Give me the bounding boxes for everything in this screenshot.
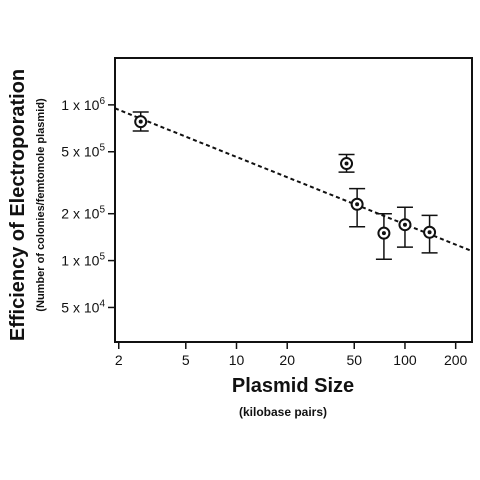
y-axis-subtitle: (Number of colonies/femtomole plasmid) <box>35 98 47 312</box>
x-tick-label: 200 <box>444 352 468 368</box>
y-tick-label: 5 x 105 <box>61 143 105 160</box>
point-marker-center <box>355 202 360 207</box>
data-point <box>338 153 355 173</box>
point-marker-center <box>427 230 432 235</box>
data-point <box>349 187 366 228</box>
y-tick-label: 5 x 104 <box>61 298 105 315</box>
data-point <box>375 212 392 260</box>
x-axis-title: Plasmid Size <box>232 375 354 397</box>
x-axis-ticks: 2 5 10 20 50 100 200 <box>115 342 468 368</box>
x-tick-label: 2 <box>115 352 123 368</box>
data-points <box>132 111 438 260</box>
point-marker-center <box>344 161 349 166</box>
data-point <box>421 214 438 254</box>
x-tick-label: 5 <box>182 352 190 368</box>
x-axis-subtitle: (kilobase pairs) <box>239 405 327 419</box>
y-tick-label: 2 x 105 <box>61 205 105 222</box>
trendline <box>114 107 473 253</box>
data-point <box>132 111 149 132</box>
point-marker-center <box>402 222 407 227</box>
y-axis-title: Efficiency of Electroporation <box>7 69 29 341</box>
point-marker-center <box>138 119 143 124</box>
x-tick-label: 100 <box>393 352 417 368</box>
point-marker-center <box>381 231 386 236</box>
x-tick-label: 50 <box>346 352 362 368</box>
plot-frame <box>114 57 473 343</box>
y-axis-ticks: 1 x 106 5 x 105 2 x 105 1 x 105 5 x 104 <box>61 96 115 315</box>
y-tick-label: 1 x 105 <box>61 252 105 269</box>
x-tick-label: 20 <box>279 352 295 368</box>
trendline-line <box>114 107 473 253</box>
x-tick-label: 10 <box>229 352 245 368</box>
data-point <box>396 206 413 248</box>
y-tick-label: 1 x 106 <box>61 96 105 113</box>
